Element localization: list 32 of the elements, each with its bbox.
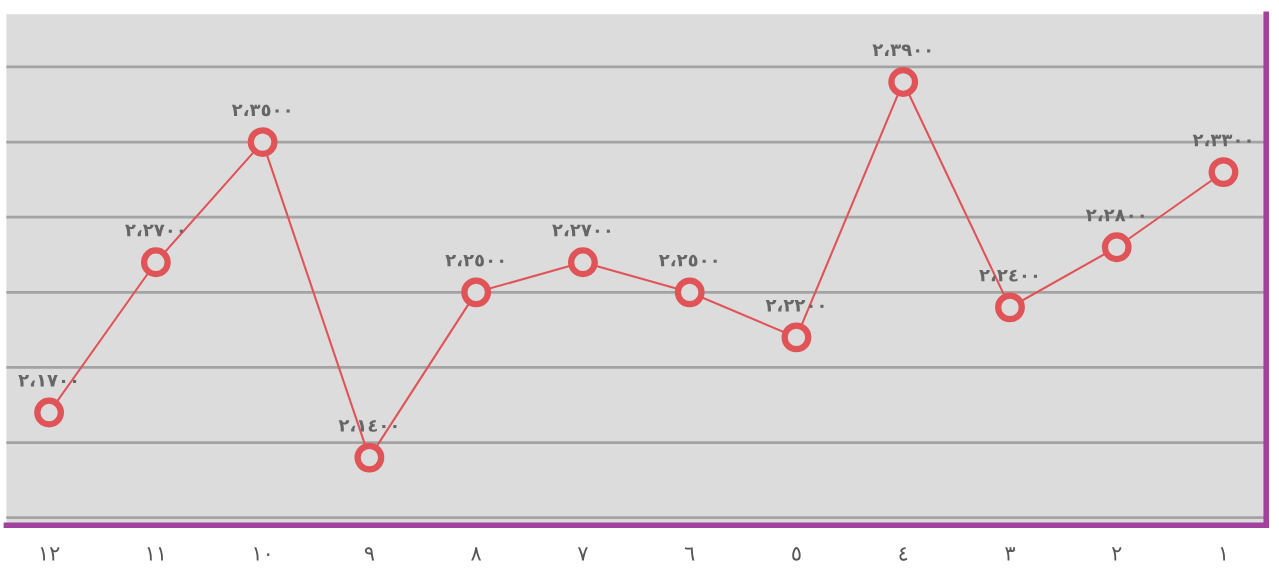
point bbox=[781, 322, 812, 353]
point bbox=[888, 67, 919, 97]
x-tick-label: ٥ bbox=[792, 547, 801, 561]
point bbox=[461, 277, 492, 308]
data-label: ٢،٣٥٠٠ bbox=[231, 104, 290, 117]
x-tick-label: ١٢ bbox=[40, 547, 60, 561]
point bbox=[140, 247, 171, 278]
x-tick-label: ٨ bbox=[471, 547, 482, 561]
x-tick-label: ٢ bbox=[1111, 547, 1122, 561]
point bbox=[567, 247, 598, 278]
data-label: ٢،٣٩٠٠ bbox=[872, 44, 931, 56]
x-tick-label: ١١ bbox=[147, 547, 163, 561]
x-tick-label: ٧ bbox=[577, 547, 588, 561]
point bbox=[354, 442, 385, 473]
x-tick-label: ٦ bbox=[684, 547, 695, 561]
data-label: ٢،٣٣٠٠ bbox=[1192, 134, 1251, 147]
data-label: ٢،٢٥٠٠ bbox=[658, 254, 717, 267]
point bbox=[247, 127, 278, 157]
point bbox=[674, 277, 705, 308]
point bbox=[1101, 232, 1132, 263]
x-tick-label: ٤ bbox=[899, 547, 908, 561]
point bbox=[1208, 157, 1239, 188]
x-tick-label: ٣ bbox=[1005, 547, 1015, 561]
point bbox=[995, 292, 1025, 323]
data-label: ٢،٢٧٠٠ bbox=[125, 224, 183, 237]
data-label: ٢،٢٧٠٠ bbox=[552, 224, 610, 237]
data-label: ٢،٢٨٠٠ bbox=[1085, 209, 1144, 222]
x-tick-label: ٩ bbox=[364, 547, 375, 561]
x-tick-label: ١ bbox=[1220, 547, 1226, 561]
x-tick-label: ١٠ bbox=[254, 547, 270, 561]
data-label: ٢،٢٥٠٠ bbox=[445, 254, 504, 267]
point bbox=[34, 397, 65, 428]
